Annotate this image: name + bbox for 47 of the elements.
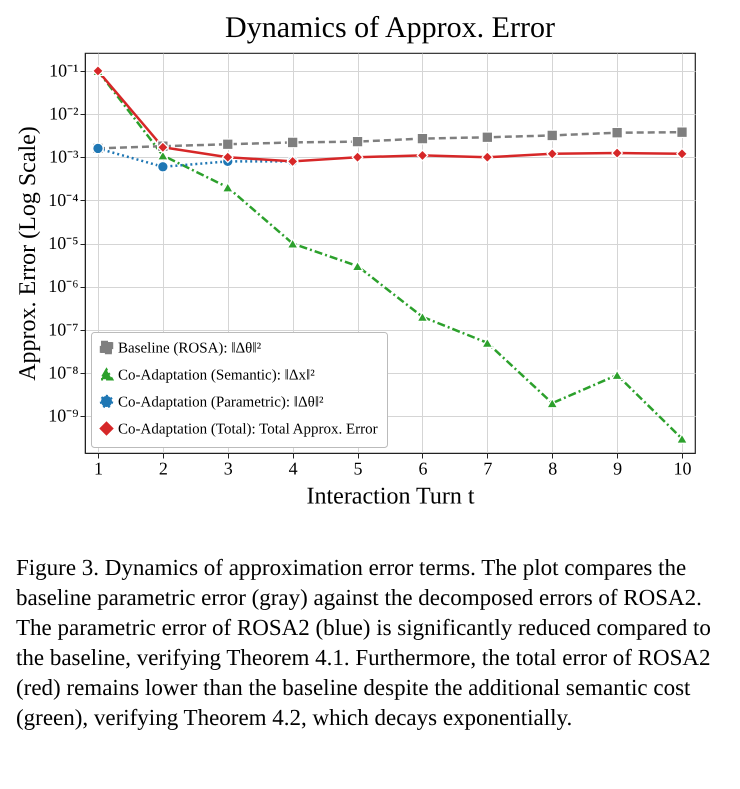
y-tick-label: 10⁻⁷ [48, 319, 78, 340]
y-axis-title: Approx. Error (Log Scale) [15, 126, 42, 381]
point [676, 434, 688, 444]
y-tick-label: 10⁻¹ [49, 60, 78, 80]
point [546, 148, 558, 160]
point [416, 312, 428, 322]
y-tick-label: 10⁻⁵ [48, 233, 78, 254]
y-tick-label: 10⁻⁴ [48, 190, 78, 210]
legend-label: Co-Adaptation (Parametric): ‖Δθ‖² [118, 394, 324, 410]
x-tick-label: 2 [158, 458, 168, 478]
point [222, 151, 234, 164]
point [416, 150, 428, 162]
point [676, 148, 688, 160]
point [352, 260, 364, 272]
x-tick-label: 8 [548, 458, 558, 478]
x-tick-label: 3 [224, 458, 233, 478]
point [546, 130, 558, 142]
x-tick-label: 6 [418, 458, 428, 478]
x-tick-label: 5 [354, 458, 363, 478]
caption: Figure 3. Dynamics of approximation error terms. The plot compares the baseline parametric error (gray) against the decomposed errors of ROSA2. The parametric error of ROSA2 (blue) is significantly reduced compared to the baseline, verifying Theorem 4.1. Furthermore, the total error of ROSA2 (red) remains lower than the baseline despite the additional semantic cost (green), verifying Theorem 4.2, which decays exponentially. [16, 554, 712, 732]
y-tick-label: 10⁻³ [49, 146, 80, 167]
point [286, 136, 299, 148]
point [676, 126, 688, 138]
point [157, 160, 169, 173]
y-tick-label: 10⁻⁶ [48, 276, 78, 296]
x-tick-label: 7 [483, 458, 492, 478]
point [611, 126, 623, 139]
point [611, 147, 623, 159]
y-tick-label: 10⁻⁸ [48, 362, 78, 382]
x-tick-label: 9 [613, 458, 622, 478]
x-tick-label: 1 [94, 458, 103, 478]
y-tick-label: 10⁻² [49, 104, 78, 124]
point [481, 131, 494, 144]
point [352, 136, 364, 148]
x-axis-title: Interaction Turn t [306, 484, 475, 510]
chart-title: Dynamics of Approx. Error [225, 11, 555, 44]
point [222, 138, 234, 150]
legend-label: Co-Adaptation (Semantic): ‖Δx‖² [118, 368, 316, 384]
point [611, 370, 623, 380]
x-tick-label: 10 [674, 458, 692, 478]
legend-label: Co-Adaptation (Total): Total Approx. Error [118, 422, 378, 438]
y-tick-label: 10⁻⁹ [48, 406, 78, 426]
point [416, 132, 428, 144]
legend-label: Baseline (ROSA): ‖Δθ‖² [118, 340, 262, 356]
point [352, 151, 364, 164]
x-tick-label: 4 [288, 458, 298, 478]
point [481, 151, 494, 164]
